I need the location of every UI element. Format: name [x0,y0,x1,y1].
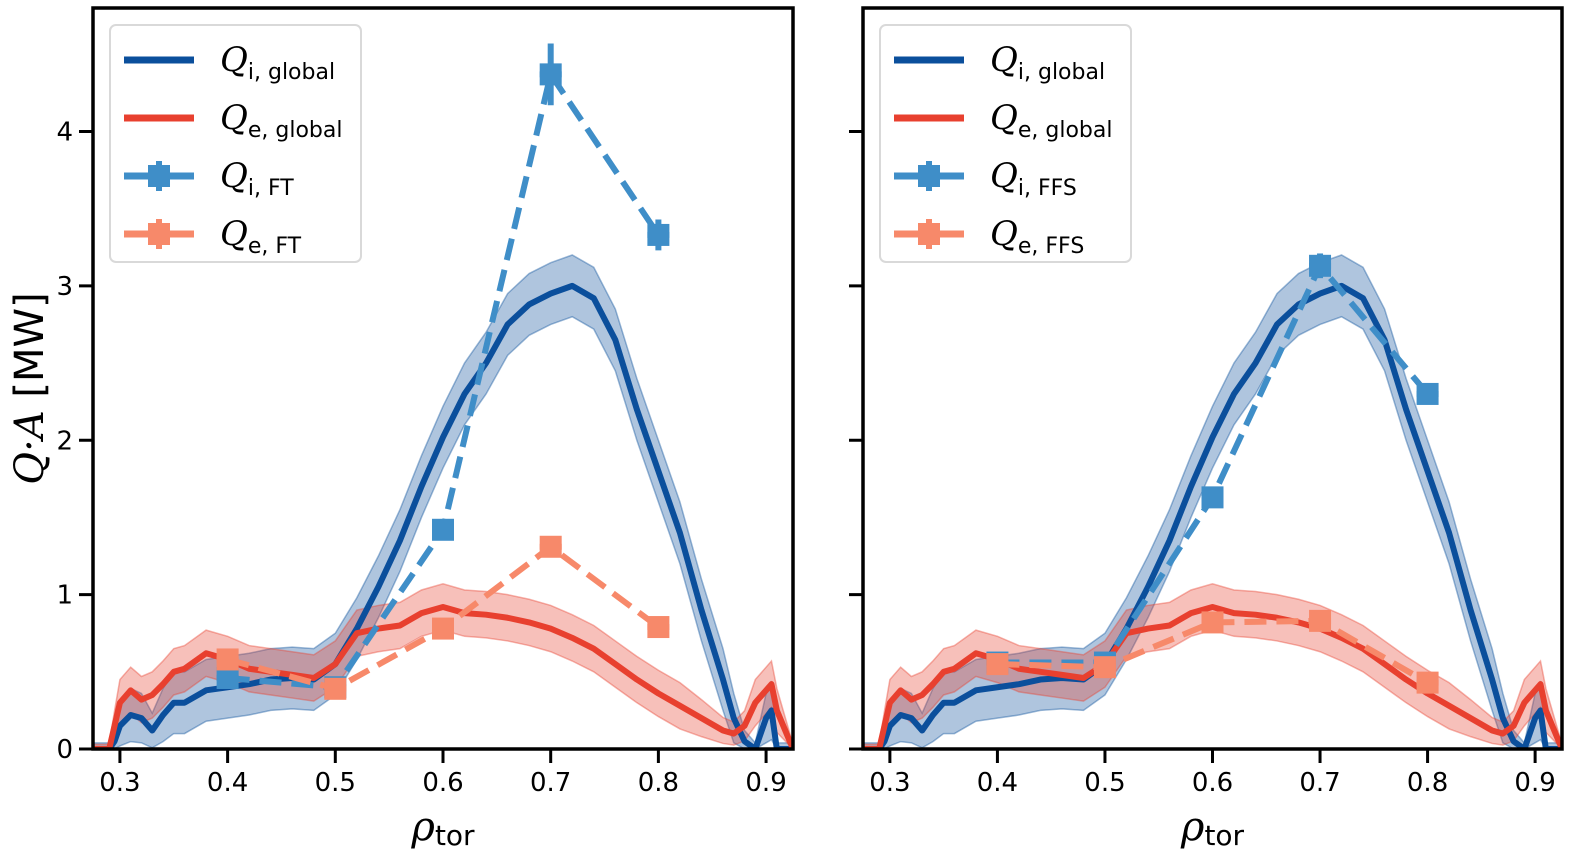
data-point [1309,609,1332,632]
legend-marker-2 [148,165,170,187]
legend-marker-2 [918,165,940,187]
legend-label-2: Qi, FFS [990,156,1077,201]
x-axis-label: ρtor [410,804,475,852]
x-tick-label: 0.6 [422,768,463,798]
data-point [986,653,1009,676]
x-tick-label: 0.6 [1192,768,1233,798]
y-tick-label: 3 [56,272,73,302]
x-tick-label: 0.8 [1407,768,1448,798]
x-tick-label: 0.4 [977,768,1018,798]
series-line-0 [93,282,793,749]
series-line-1 [863,603,1562,749]
data-point [1309,254,1332,277]
x-tick-label: 0.7 [1299,768,1340,798]
x-tick-label: 0.5 [1084,768,1125,798]
data-point [324,677,347,700]
legend-marker-3 [918,223,940,245]
data-point [1093,656,1116,679]
series-line-1 [93,603,793,749]
data-point [216,648,239,671]
x-tick-label: 0.3 [869,768,910,798]
x-tick-label: 0.9 [1514,768,1555,798]
data-point [216,666,239,689]
y-axis-label: Q·A [MW] [7,292,53,484]
legend-label-0: Qi, global [220,40,335,85]
y-tick-label: 4 [56,118,73,148]
data-point [1201,486,1224,509]
data-point [1201,611,1224,634]
legend-label-1: Qe, global [990,98,1113,143]
legend-box [109,24,362,263]
data-point [647,223,670,246]
legend-label-3: Qe, FT [220,214,302,259]
data-point [1416,382,1439,405]
y-tick-label: 0 [56,735,73,765]
plot-area [863,253,1562,749]
data-point [647,616,670,639]
left-panel: 0.3 0.4 0.5 0.6 0.7 0.8 0.9 0 1 2 3 4 ρtor Q·A [MW] Qi… [7,6,795,852]
legend-label-0: Qi, global [990,40,1105,85]
series-band-0 [863,254,1562,749]
legend-marker-3 [148,223,170,245]
x-tick-label: 0.4 [207,768,248,798]
data-point [432,617,454,640]
plot-area [93,43,793,749]
data-point [539,63,562,86]
data-point [539,535,562,558]
x-tick-label: 0.8 [638,768,679,798]
legend-label-3: Qe, FFS [990,214,1084,259]
y-tick-label: 2 [56,426,73,456]
x-tick-label: 0.5 [315,768,356,798]
legend-label-2: Qi, FT [220,156,294,201]
legend-box [879,24,1132,263]
right-panel: 0.3 0.4 0.5 0.6 0.7 0.8 0.9 ρtor Qi, global Qe, g… [849,6,1564,852]
x-tick-label: 0.3 [99,768,140,798]
data-point [1416,671,1439,694]
legend-label-1: Qe, global [220,98,343,143]
x-tick-label: 0.7 [530,768,571,798]
data-point [432,518,454,541]
series-line-0 [863,282,1562,749]
x-tick-label: 0.9 [745,768,786,798]
series-band-0 [93,254,793,749]
x-axis-label: ρtor [1180,804,1245,852]
y-tick-label: 1 [56,581,73,611]
